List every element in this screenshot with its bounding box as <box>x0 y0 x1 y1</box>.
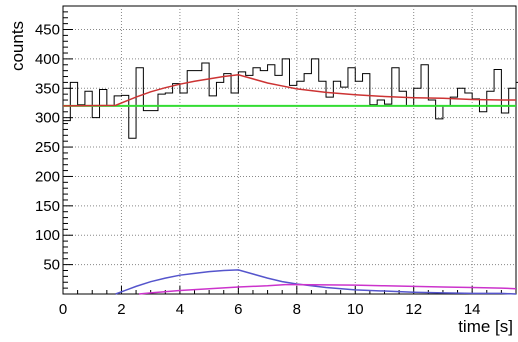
y-tick-label: 150 <box>35 198 60 215</box>
blue-component-line <box>115 269 517 295</box>
plot-frame <box>62 5 517 295</box>
magenta-component-line <box>138 283 517 295</box>
x-tick-label: 6 <box>234 301 242 318</box>
y-tick-label: 450 <box>35 22 60 39</box>
x-tick-label: 4 <box>176 301 184 318</box>
grid <box>63 6 516 294</box>
x-tick-label: 12 <box>405 301 422 318</box>
ticks <box>62 11 502 294</box>
y-tick-label: 50 <box>43 257 60 274</box>
x-tick-label: 0 <box>59 301 67 318</box>
x-tick-label: 10 <box>347 301 364 318</box>
y-tick-label: 250 <box>35 139 60 156</box>
series-layer <box>62 58 518 295</box>
tick-labels: 0 2 4 6 8 10 12 14 50 100 150 200 250 300 350 400 450 <box>35 22 481 318</box>
y-tick-label: 100 <box>35 227 60 244</box>
y-tick-label: 400 <box>35 51 60 68</box>
x-tick-label: 2 <box>117 301 125 318</box>
x-axis-title: time [s] <box>458 317 513 336</box>
x-tick-label: 14 <box>464 301 481 318</box>
total-fit-line <box>62 74 516 107</box>
y-tick-label: 350 <box>35 80 60 97</box>
y-tick-label: 300 <box>35 110 60 127</box>
y-tick-label: 200 <box>35 168 60 185</box>
histogram-counts <box>63 58 518 139</box>
y-axis-title: counts <box>8 21 27 71</box>
x-tick-label: 8 <box>293 301 301 318</box>
